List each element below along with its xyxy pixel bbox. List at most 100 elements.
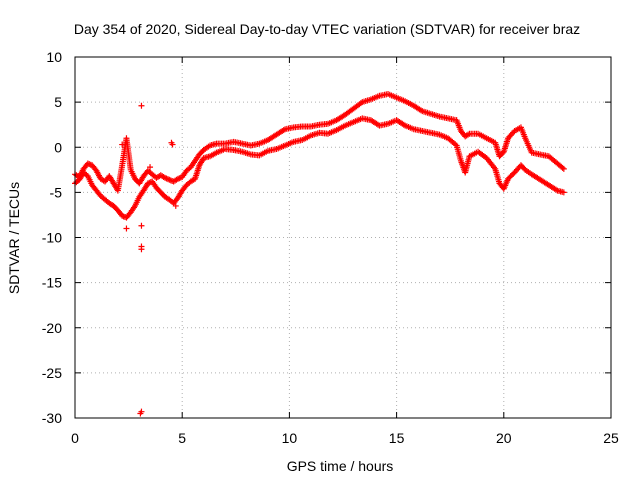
axis-ticks: 0 5 10 15 20 25 -30 -25 -20 -15 -10 -5 0 5 10 — [42, 49, 619, 446]
data-points — [72, 91, 567, 417]
data-point — [172, 202, 179, 209]
data-point — [95, 190, 102, 197]
data-point — [504, 136, 511, 143]
data-point — [91, 165, 98, 172]
data-point — [190, 159, 197, 166]
data-point — [417, 127, 424, 134]
data-point — [383, 121, 390, 128]
data-point — [263, 148, 270, 155]
data-point — [559, 188, 566, 195]
data-point — [82, 163, 89, 170]
data-point — [426, 110, 433, 117]
data-point — [434, 113, 441, 120]
data-point — [400, 97, 407, 104]
data-point — [552, 186, 559, 193]
data-point — [280, 127, 287, 134]
data-point — [374, 93, 381, 100]
data-point — [495, 178, 502, 185]
data-point — [452, 141, 459, 148]
data-point — [263, 137, 270, 144]
y-tick-label: 0 — [54, 139, 62, 155]
data-point — [482, 154, 489, 161]
data-point — [205, 153, 212, 160]
data-point — [457, 155, 464, 162]
data-point — [521, 133, 528, 140]
data-point — [520, 164, 527, 171]
data-point — [237, 148, 244, 155]
data-point — [117, 210, 124, 217]
x-tick-label: 25 — [603, 430, 619, 446]
data-point — [457, 126, 464, 133]
x-tick-label: 10 — [282, 430, 298, 446]
data-point — [119, 141, 126, 148]
data-point — [409, 101, 416, 108]
y-tick-label: 5 — [54, 94, 62, 110]
data-point — [181, 184, 188, 191]
data-point — [280, 143, 287, 150]
y-tick-label: -20 — [42, 320, 62, 336]
y-tick-label: -25 — [42, 365, 62, 381]
data-point — [123, 225, 130, 232]
data-point — [142, 170, 149, 177]
data-point — [130, 204, 137, 211]
data-point — [443, 115, 450, 122]
data-point — [391, 93, 398, 100]
y-axis-label: SDTVAR / TECUs — [6, 182, 22, 294]
data-point — [254, 141, 261, 148]
grid-lines — [75, 57, 611, 418]
data-point — [91, 184, 98, 191]
data-point — [559, 164, 566, 171]
x-tick-label: 15 — [389, 430, 405, 446]
data-point — [465, 131, 472, 138]
data-point — [490, 164, 497, 171]
data-point — [481, 134, 488, 141]
data-point — [498, 151, 505, 158]
series-track-upper — [72, 91, 567, 194]
data-point — [137, 410, 144, 417]
chart-title: Day 354 of 2020, Sidereal Day-to-day VTE… — [74, 21, 580, 37]
data-point — [288, 139, 295, 146]
y-tick-label: -5 — [50, 184, 63, 200]
data-point — [443, 134, 450, 141]
data-point — [434, 131, 441, 138]
data-point — [297, 137, 304, 144]
data-point — [147, 164, 154, 171]
data-point — [357, 100, 364, 107]
data-point — [195, 163, 202, 170]
data-point — [331, 117, 338, 124]
data-point — [211, 150, 218, 157]
data-point — [409, 125, 416, 132]
data-point — [460, 130, 467, 137]
data-point — [127, 164, 134, 171]
data-point — [237, 140, 244, 147]
data-point — [544, 152, 551, 159]
data-point — [155, 187, 162, 194]
data-point — [164, 176, 171, 183]
data-point — [323, 120, 330, 127]
x-tick-label: 20 — [496, 430, 512, 446]
data-point — [426, 129, 433, 136]
y-tick-label: -10 — [42, 230, 62, 246]
data-point — [349, 119, 356, 126]
data-point — [366, 96, 373, 103]
data-point — [254, 152, 261, 159]
data-point — [83, 171, 90, 178]
data-point — [508, 172, 515, 179]
data-point — [527, 170, 534, 177]
data-point — [118, 164, 125, 171]
data-point — [246, 150, 253, 157]
y-tick-label: -15 — [42, 275, 62, 291]
data-point — [172, 197, 179, 204]
data-point — [88, 180, 95, 187]
data-point — [400, 121, 407, 128]
y-tick-label: 10 — [46, 49, 62, 65]
data-point — [138, 246, 145, 253]
data-point — [331, 127, 338, 134]
x-axis-label: GPS time / hours — [287, 458, 394, 474]
y-tick-label: -30 — [42, 410, 62, 426]
x-tick-label: 5 — [178, 430, 186, 446]
x-tick-label: 0 — [71, 430, 79, 446]
data-point — [134, 178, 141, 185]
data-point — [473, 130, 480, 137]
